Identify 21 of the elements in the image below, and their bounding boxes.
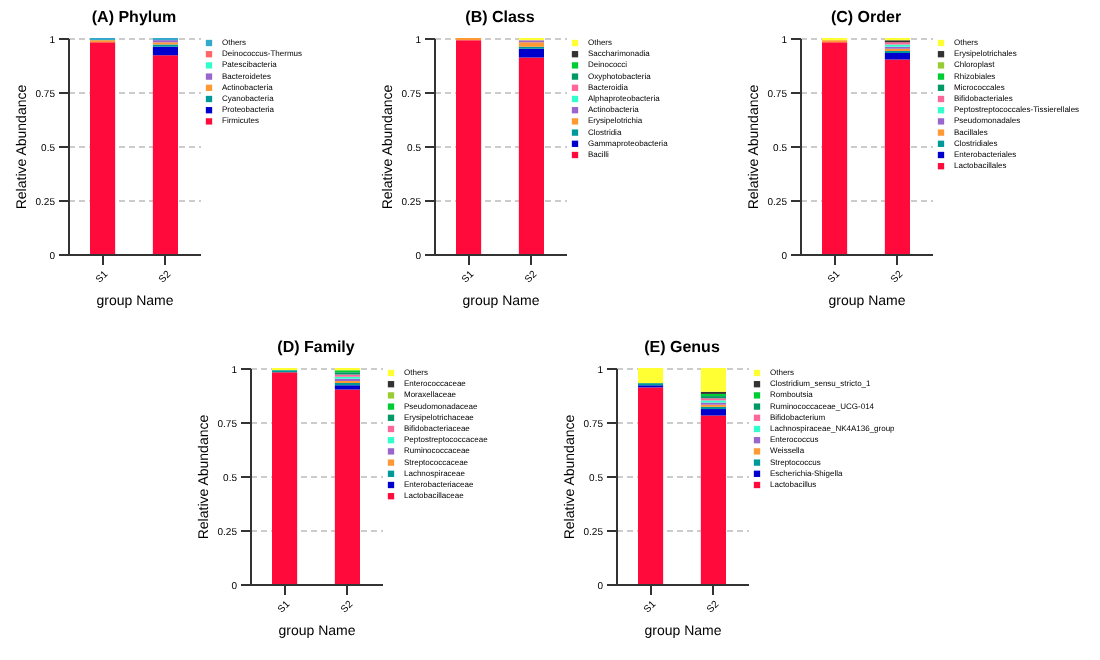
bar <box>821 42 847 254</box>
bar <box>517 48 543 58</box>
bar <box>334 389 360 584</box>
bar <box>700 415 726 584</box>
bar <box>151 46 177 56</box>
bar <box>151 55 177 254</box>
bar <box>883 59 909 254</box>
bar <box>517 57 543 254</box>
bar <box>700 368 726 392</box>
bar <box>638 387 664 584</box>
bar <box>700 409 726 416</box>
chart-title: (A) Phylum <box>90 8 176 26</box>
chart-title: (B) Class <box>464 8 535 26</box>
chart-title: (D) Family <box>277 338 356 356</box>
bar <box>89 42 115 254</box>
chart-title: (C) Order <box>829 8 901 26</box>
bar <box>455 40 481 254</box>
bar <box>638 368 664 384</box>
bar <box>272 372 298 584</box>
bar <box>883 53 909 60</box>
chart-title: (E) Genus <box>644 338 721 356</box>
